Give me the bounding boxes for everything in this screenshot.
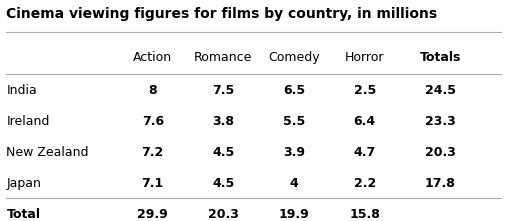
Text: 17.8: 17.8 <box>425 177 456 190</box>
Text: 19.9: 19.9 <box>279 208 310 221</box>
Text: Comedy: Comedy <box>268 51 320 64</box>
Text: Action: Action <box>133 51 172 64</box>
Text: Romance: Romance <box>194 51 253 64</box>
Text: 20.3: 20.3 <box>208 208 239 221</box>
Text: 2.2: 2.2 <box>354 177 376 190</box>
Text: Cinema viewing figures for films by country, in millions: Cinema viewing figures for films by coun… <box>6 8 438 21</box>
Text: 4.7: 4.7 <box>354 146 376 159</box>
Text: India: India <box>6 84 37 97</box>
Text: 6.4: 6.4 <box>354 115 376 128</box>
Text: Totals: Totals <box>419 51 461 64</box>
Text: 23.3: 23.3 <box>425 115 456 128</box>
Text: 4: 4 <box>289 177 298 190</box>
Text: Horror: Horror <box>345 51 384 64</box>
Text: 2.5: 2.5 <box>354 84 376 97</box>
Text: 3.9: 3.9 <box>283 146 305 159</box>
Text: 6.5: 6.5 <box>283 84 305 97</box>
Text: 3.8: 3.8 <box>212 115 234 128</box>
Text: 29.9: 29.9 <box>138 208 168 221</box>
Text: 24.5: 24.5 <box>425 84 456 97</box>
Text: Japan: Japan <box>6 177 41 190</box>
Text: 4.5: 4.5 <box>212 146 235 159</box>
Text: 7.5: 7.5 <box>212 84 235 97</box>
Text: 7.6: 7.6 <box>142 115 164 128</box>
Text: 20.3: 20.3 <box>425 146 456 159</box>
Text: Ireland: Ireland <box>6 115 50 128</box>
Text: Total: Total <box>6 208 40 221</box>
Text: New Zealand: New Zealand <box>6 146 89 159</box>
Text: 8: 8 <box>149 84 157 97</box>
Text: 4.5: 4.5 <box>212 177 235 190</box>
Text: 5.5: 5.5 <box>283 115 305 128</box>
Text: 7.1: 7.1 <box>142 177 164 190</box>
Text: 15.8: 15.8 <box>349 208 380 221</box>
Text: 7.2: 7.2 <box>142 146 164 159</box>
